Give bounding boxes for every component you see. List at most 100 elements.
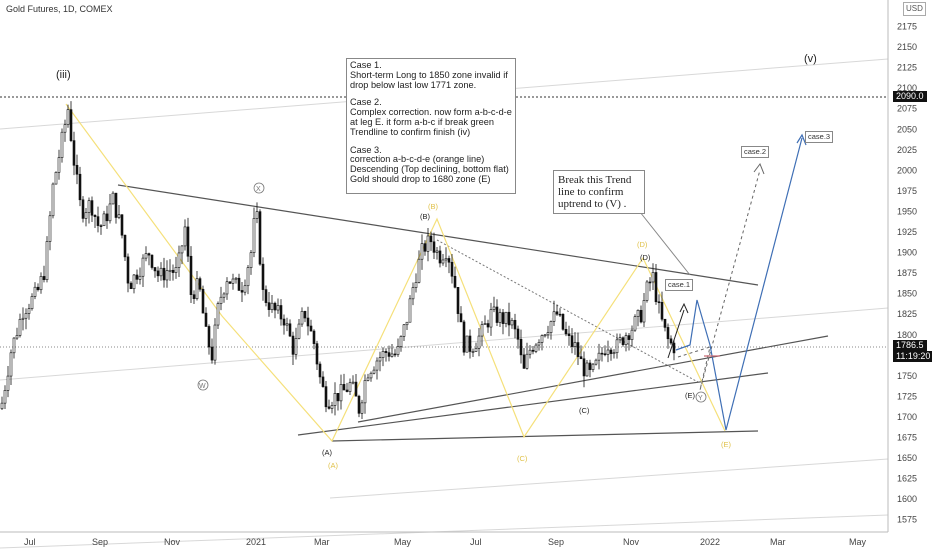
candle-214 (642, 300, 646, 323)
candle-33 (99, 225, 103, 227)
dotted-diagonal (436, 239, 699, 383)
case2-label[interactable]: case.2 (741, 146, 770, 158)
candle-177 (531, 349, 535, 352)
candle-55 (165, 270, 169, 281)
axes (0, 0, 889, 533)
candle-96 (288, 323, 292, 337)
candle-129 (387, 352, 391, 357)
chart-title: Gold Futures, 1D, COMEX (6, 4, 113, 14)
candle-132 (396, 346, 400, 355)
candle-207 (621, 337, 625, 345)
candle-165 (495, 306, 499, 323)
rising-trendline-1[interactable] (357, 335, 829, 423)
x-tick-label-6: Jul (470, 537, 482, 547)
candle-187 (561, 313, 565, 330)
candle-215 (645, 281, 649, 301)
case3-label[interactable]: case.3 (805, 131, 834, 143)
candle-171 (513, 319, 517, 330)
candle-67 (201, 288, 205, 314)
candle-91 (273, 302, 277, 311)
candle-135 (405, 321, 409, 326)
wave-label-d-black: (D) (640, 253, 651, 262)
candle-154 (462, 321, 466, 353)
case1-arrowhead (679, 302, 689, 314)
candle-64 (192, 294, 196, 299)
x-tick-label-3: 2021 (246, 537, 266, 547)
currency-button[interactable]: USD (903, 2, 926, 16)
candle-18 (54, 171, 58, 185)
candle-63 (189, 255, 193, 295)
candle-158 (474, 347, 478, 352)
candle-188 (564, 329, 568, 335)
candle-127 (381, 351, 385, 358)
case3-arrowhead (796, 133, 807, 146)
x-tick-label-5: May (394, 537, 412, 547)
candle-156 (468, 335, 472, 352)
candle-201 (603, 353, 607, 356)
candle-212 (636, 309, 640, 317)
candle-46 (138, 275, 142, 280)
analysis-note-box[interactable]: Case 1. Short-term Long to 1850 zone inv… (346, 58, 516, 194)
candle-103 (309, 325, 313, 332)
candle-90 (270, 302, 274, 310)
rising-trendline-2[interactable] (297, 372, 769, 436)
candle-29 (87, 200, 91, 213)
y-tick-label-5: 1700 (897, 412, 917, 422)
middle-channel-line[interactable] (0, 307, 889, 381)
candle-71 (213, 324, 217, 361)
descending-trendline[interactable] (117, 184, 759, 286)
candle-174 (522, 354, 526, 369)
candle-82 (246, 267, 250, 287)
wave-x-circle (253, 182, 265, 194)
x-tick-label-8: Nov (623, 537, 640, 547)
candle-49 (147, 253, 151, 256)
candle-148 (444, 258, 448, 261)
candle-121 (363, 380, 367, 404)
candle-107 (321, 376, 325, 387)
note-case1: Case 1. Short-term Long to 1850 zone inv… (350, 60, 508, 90)
wave-label-x: X (256, 186, 261, 193)
candle-140 (420, 243, 424, 260)
candle-192 (576, 342, 580, 357)
candle-40 (120, 214, 124, 236)
candle-101 (303, 310, 307, 319)
x-tick-label-7: Sep (548, 537, 564, 547)
candle-116 (348, 382, 352, 392)
candle-12 (36, 286, 40, 291)
candle-190 (570, 335, 574, 347)
candle-56 (168, 269, 172, 272)
yellow-wave-path[interactable] (65, 103, 726, 443)
candle-60 (180, 245, 184, 254)
case2-projection[interactable] (677, 169, 761, 391)
candle-206 (618, 337, 622, 341)
candle-125 (375, 360, 379, 371)
candle-191 (573, 342, 577, 347)
candle-170 (510, 319, 514, 326)
flat-bottom-line[interactable] (331, 430, 759, 442)
x-tick-labels: Jul Sep Nov 2021 Mar May Jul Sep Nov 2022 Mar May (24, 537, 867, 547)
candle-182 (546, 332, 550, 336)
candle-145 (435, 250, 439, 253)
x-tick-label-9: 2022 (700, 537, 720, 547)
price-tag-last: 1786.5 (893, 340, 927, 351)
case1-label[interactable]: case.1 (665, 279, 694, 291)
candle-159 (477, 335, 481, 349)
candle-223 (669, 338, 673, 344)
y-tick-label-14: 1925 (897, 227, 917, 237)
candle-72 (216, 303, 220, 326)
candle-87 (261, 263, 265, 290)
candle-42 (126, 256, 130, 284)
candle-89 (267, 302, 271, 310)
case3-projection[interactable] (675, 137, 803, 431)
candle-136 (408, 298, 412, 323)
y-tick-label-23: 2150 (897, 42, 917, 52)
candle-213 (639, 309, 643, 323)
case1-projection[interactable] (667, 309, 685, 359)
candle-1 (3, 390, 7, 404)
candle-104 (312, 330, 316, 344)
candle-13 (39, 276, 43, 291)
candle-157 (471, 351, 475, 353)
trendline-callout[interactable]: Break this Trend line to confirm uptrend… (553, 170, 645, 214)
lower-channel-line[interactable] (329, 458, 889, 499)
